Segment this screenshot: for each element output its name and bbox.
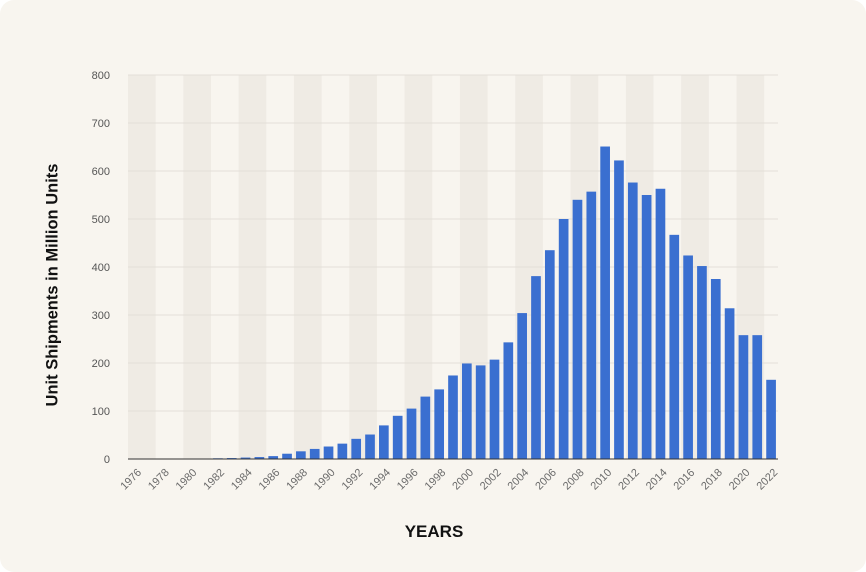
x-tick-label: 1990 xyxy=(312,467,338,493)
bar xyxy=(738,335,749,459)
bar xyxy=(323,446,334,459)
bar xyxy=(254,457,265,459)
bar xyxy=(641,195,652,459)
bar xyxy=(309,448,320,459)
bar xyxy=(710,279,721,459)
bar xyxy=(489,359,500,459)
y-tick-label: 600 xyxy=(92,166,110,178)
x-axis-title: YEARS xyxy=(404,522,464,541)
y-tick-label: 0 xyxy=(104,454,110,466)
bar xyxy=(503,342,514,459)
bar xyxy=(365,434,375,459)
bar xyxy=(517,313,527,459)
x-tick-label: 2014 xyxy=(644,467,670,493)
x-tick-label: 1978 xyxy=(146,467,172,493)
x-tick-label: 2020 xyxy=(727,467,753,493)
y-tick-label: 500 xyxy=(92,214,110,226)
bar xyxy=(461,363,472,459)
x-tick-label: 2002 xyxy=(478,467,504,493)
bar xyxy=(752,335,763,459)
x-tick-label: 1988 xyxy=(284,467,310,493)
bar xyxy=(614,160,624,459)
x-tick-label: 1982 xyxy=(201,467,227,493)
bar xyxy=(379,425,389,459)
x-tick-label: 1996 xyxy=(395,467,421,493)
bar xyxy=(392,415,403,459)
bar xyxy=(337,443,348,459)
bar xyxy=(572,199,583,460)
bar xyxy=(282,453,292,459)
bar xyxy=(766,379,776,459)
x-tick-label: 2008 xyxy=(561,467,587,493)
x-tick-label: 1976 xyxy=(118,467,144,493)
bar xyxy=(475,365,486,459)
x-tick-label: 2006 xyxy=(533,467,559,493)
x-tick-label: 2016 xyxy=(672,467,698,493)
bar xyxy=(351,438,362,459)
x-tick-label: 2000 xyxy=(450,467,476,493)
x-tick-label: 1992 xyxy=(340,467,366,493)
x-tick-label: 1984 xyxy=(229,467,255,493)
x-tick-label: 1980 xyxy=(174,467,200,493)
y-tick-label: 100 xyxy=(92,406,110,418)
y-tick-label: 300 xyxy=(92,310,110,322)
bar xyxy=(448,375,458,459)
bar xyxy=(558,219,569,459)
x-tick-label: 2012 xyxy=(616,467,642,493)
bar xyxy=(406,408,417,459)
bar xyxy=(268,456,279,459)
x-tick-label: 2004 xyxy=(506,467,532,493)
x-tick-label: 1998 xyxy=(423,467,449,493)
x-tick-label: 2010 xyxy=(589,467,615,493)
bar xyxy=(600,146,610,459)
y-tick-label: 200 xyxy=(92,358,110,370)
bar xyxy=(683,255,693,459)
x-tick-label: 1986 xyxy=(257,467,283,493)
y-axis-title: Unit Shipments in Million Units xyxy=(43,163,62,407)
y-tick-label: 800 xyxy=(92,70,110,82)
y-tick-label: 700 xyxy=(92,118,110,130)
bar xyxy=(434,389,445,459)
y-tick-label: 400 xyxy=(92,262,110,274)
bar xyxy=(655,188,666,459)
bar xyxy=(669,234,680,459)
x-tick-label: 1994 xyxy=(367,467,393,493)
bar xyxy=(544,250,555,459)
bar xyxy=(586,191,597,459)
bar xyxy=(296,451,306,459)
bar xyxy=(420,396,431,459)
x-tick-label: 2022 xyxy=(755,467,781,493)
bar xyxy=(697,266,707,459)
x-tick-label: 2018 xyxy=(699,467,725,493)
bar xyxy=(531,276,541,459)
bar xyxy=(240,457,251,459)
bar xyxy=(724,308,735,459)
bar xyxy=(627,182,638,459)
